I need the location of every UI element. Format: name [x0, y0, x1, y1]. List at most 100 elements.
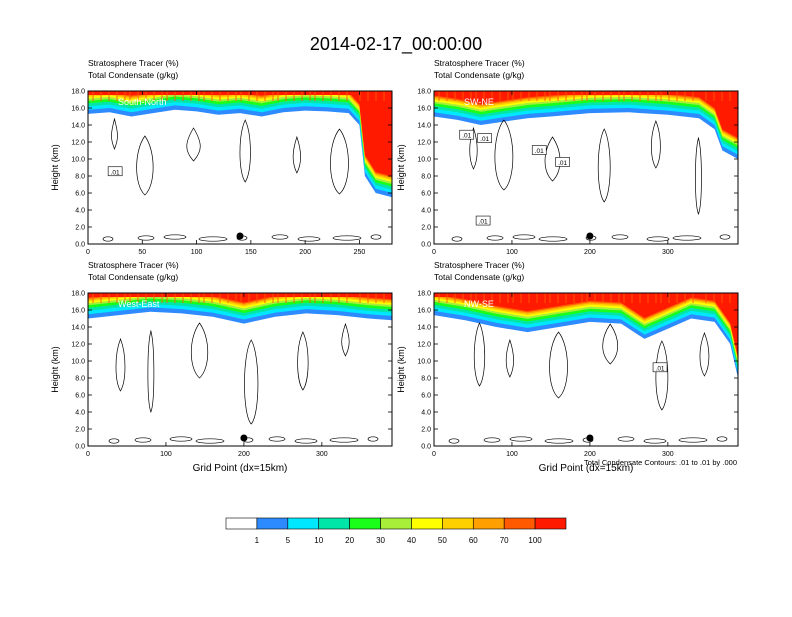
y-tick-label: 12.0 — [71, 140, 85, 147]
low-cloud-contour — [716, 436, 728, 442]
low-cloud-contour — [268, 436, 286, 442]
y-tick-label: 10.0 — [71, 359, 85, 366]
y-tick-label: 4.0 — [75, 410, 85, 417]
contour-label-box — [475, 215, 491, 226]
panel-title-tracer: Stratosphere Tracer (%) — [434, 58, 525, 68]
y-tick-label: 12.0 — [71, 342, 85, 349]
y-tick-label: 8.0 — [75, 174, 85, 181]
contour-label-box — [477, 133, 492, 143]
y-tick-label: 0.0 — [75, 242, 85, 249]
low-cloud-contour — [169, 436, 193, 442]
low-cloud-contour — [483, 437, 501, 443]
y-tick-label: 6.0 — [75, 393, 85, 400]
low-cloud-contour — [108, 438, 120, 444]
tracer-field — [434, 293, 738, 444]
y-tick-label: 6.0 — [421, 393, 431, 400]
colorbar-label: 5 — [286, 536, 291, 545]
colorbar-cell — [380, 517, 412, 530]
y-tick-label: 18.0 — [417, 89, 431, 96]
x-tick-label: 200 — [238, 451, 250, 458]
colorbar-label: 20 — [345, 536, 354, 545]
colorbar-cell — [472, 517, 505, 530]
y-tick-label: 4.0 — [75, 208, 85, 215]
tracer-field — [88, 293, 392, 444]
y-tick-label: 12.0 — [417, 140, 431, 147]
cross-section-label: NW-SE — [464, 299, 494, 309]
contour-note: Total Condensate Contours: .01 to .01 by… — [584, 458, 737, 467]
condensate-contour — [147, 329, 155, 413]
low-cloud-contour — [451, 236, 463, 242]
x-tick-label: 250 — [354, 249, 366, 256]
contour-label: .01 — [558, 160, 567, 167]
low-cloud-contour — [512, 234, 536, 240]
colorbar-cell — [442, 517, 474, 530]
low-cloud-contour — [646, 236, 670, 242]
contour-label: .01 — [480, 136, 489, 143]
colorbar-cell — [225, 517, 258, 530]
low-cloud-contour — [163, 234, 187, 240]
tracer-band-10 — [88, 91, 392, 177]
plot-frame — [87, 90, 393, 245]
plot-background — [88, 91, 392, 244]
low-cloud-contour — [617, 436, 635, 442]
y-tick-label: 12.0 — [417, 342, 431, 349]
x-tick-label: 300 — [662, 249, 674, 256]
low-cloud-contour — [678, 437, 708, 443]
y-tick-label: 8.0 — [75, 376, 85, 383]
condensate-contour — [341, 322, 350, 357]
panel-title-tracer: Stratosphere Tracer (%) — [88, 260, 179, 270]
y-axis-label: Height (km) — [396, 346, 406, 393]
tracer-top-band — [434, 293, 738, 297]
condensate-contour — [473, 322, 486, 387]
panel-nw-se: Stratosphere Tracer (%) Total Condensate … — [396, 260, 739, 474]
contour-label: .01 — [462, 133, 471, 140]
cross-section-label: SW-NE — [464, 97, 494, 107]
colorbar-label: 10 — [314, 536, 323, 545]
y-tick-label: 14.0 — [71, 325, 85, 332]
y-tick-label: 4.0 — [421, 410, 431, 417]
x-tick-label: 50 — [138, 249, 146, 256]
condensate-contour — [111, 117, 118, 150]
colorbar-label: 70 — [500, 536, 509, 545]
condensate-contour — [292, 135, 301, 174]
y-axis-label: Height (km) — [50, 346, 60, 393]
condensate-contour — [244, 339, 259, 425]
y-tick-label: 18.0 — [417, 291, 431, 298]
low-cloud-contour — [102, 236, 114, 242]
y-tick-label: 16.0 — [71, 308, 85, 315]
panel-south-north: Stratosphere Tracer (%) Total Condensate … — [50, 58, 393, 256]
tracer-top-band — [434, 91, 738, 95]
x-tick-label: 300 — [662, 451, 674, 458]
condensate-contour — [549, 331, 568, 399]
x-axis-label: Grid Point (dx=15km) — [193, 463, 288, 474]
panel-west-east: Stratosphere Tracer (%) Total Condensate … — [50, 260, 393, 474]
colorbar-cell — [534, 517, 567, 530]
y-tick-label: 8.0 — [421, 174, 431, 181]
x-tick-label: 150 — [245, 249, 257, 256]
condensate-contour — [186, 127, 201, 162]
y-tick-label: 4.0 — [421, 208, 431, 215]
x-tick-label: 100 — [506, 249, 518, 256]
condensate-contour — [505, 338, 514, 378]
colorbar: 1 5 10 20 30 40 50 60 70 100 — [225, 517, 567, 545]
cross-section-label: West-East — [118, 299, 160, 309]
low-cloud-contour — [643, 438, 667, 444]
condensate-contour — [115, 338, 126, 392]
condensate-contour — [699, 332, 710, 377]
y-tick-label: 16.0 — [417, 106, 431, 113]
x-tick-label: 0 — [432, 451, 436, 458]
contour-label: .01 — [479, 219, 488, 226]
y-tick-label: 2.0 — [75, 427, 85, 434]
panel-title-condensate: Total Condensate (g/kg) — [88, 272, 178, 282]
low-cloud-contour — [294, 438, 318, 444]
location-marker — [586, 232, 594, 240]
low-cloud-contour — [332, 235, 362, 241]
y-tick-label: 2.0 — [421, 427, 431, 434]
location-marker — [236, 232, 244, 240]
x-tick-label: 200 — [584, 249, 596, 256]
x-tick-label: 100 — [191, 249, 203, 256]
y-tick-label: 18.0 — [71, 89, 85, 96]
low-cloud-contour — [195, 438, 225, 444]
low-cloud-contour — [538, 236, 568, 242]
